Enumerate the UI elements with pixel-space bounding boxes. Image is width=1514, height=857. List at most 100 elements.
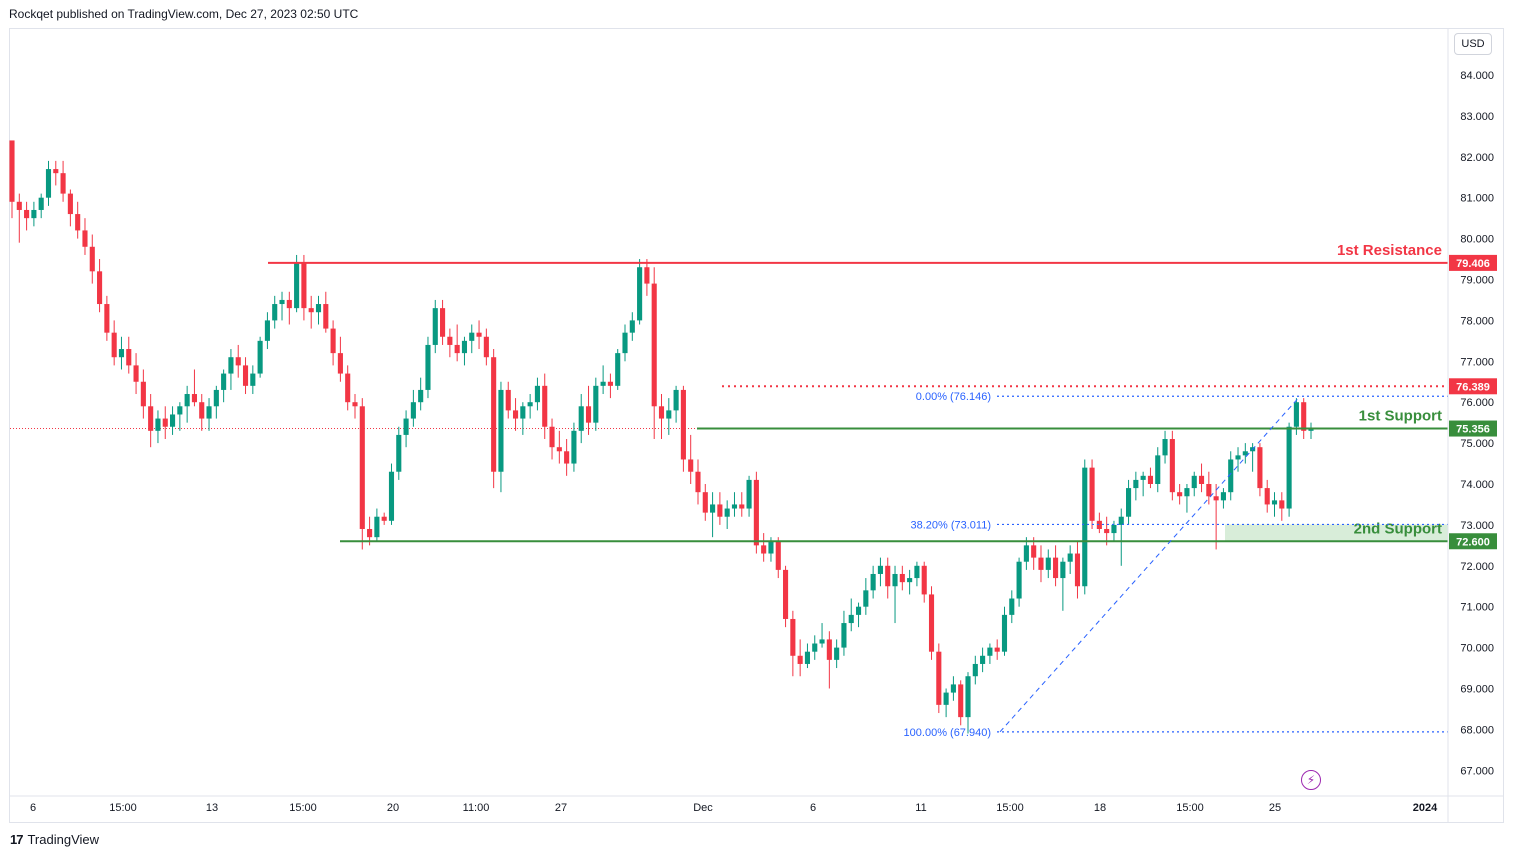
candle-body bbox=[403, 418, 409, 435]
x-tick-label: 27 bbox=[555, 802, 567, 814]
candle-body bbox=[498, 389, 504, 472]
candle-body bbox=[855, 606, 862, 615]
candle-body bbox=[1133, 479, 1139, 489]
candle-body bbox=[1009, 598, 1015, 615]
candle-body bbox=[585, 406, 592, 423]
resistance-line-label: 1st Resistance bbox=[1337, 242, 1442, 259]
candle-body bbox=[1053, 557, 1059, 579]
candle-body bbox=[841, 623, 847, 648]
candle-body bbox=[826, 639, 832, 660]
candle-body bbox=[235, 357, 241, 366]
candle-body bbox=[1198, 475, 1205, 484]
candle-body bbox=[1038, 557, 1044, 570]
candle-body bbox=[1126, 488, 1132, 517]
y-tick-label: 75.000 bbox=[1460, 438, 1494, 450]
candle-body bbox=[461, 340, 468, 354]
x-tick-label: 6 bbox=[810, 802, 816, 814]
y-tick-label: 74.000 bbox=[1460, 479, 1494, 491]
x-tick-label: 11:00 bbox=[463, 802, 490, 814]
x-tick-label: 13 bbox=[206, 802, 218, 814]
candle-body bbox=[206, 406, 212, 419]
x-tick-label: 15:00 bbox=[289, 802, 317, 814]
candle-body bbox=[863, 590, 869, 607]
candle-body bbox=[432, 308, 438, 345]
candle-body bbox=[958, 684, 964, 718]
y-tick-label: 77.000 bbox=[1460, 356, 1494, 368]
currency-badge[interactable]: USD bbox=[1454, 33, 1492, 55]
candle-body bbox=[1147, 475, 1154, 484]
candle-body bbox=[775, 541, 781, 570]
tradingview-logo[interactable]: 17 TradingView bbox=[10, 830, 99, 848]
candle-body bbox=[1031, 545, 1037, 558]
candle-body bbox=[16, 201, 22, 210]
x-tick-label: 15:00 bbox=[109, 802, 137, 814]
y-tick-label: 81.000 bbox=[1460, 193, 1494, 205]
flash-icon[interactable]: ⚡ bbox=[1301, 770, 1321, 790]
candle-body bbox=[578, 406, 584, 431]
candle-body bbox=[1257, 447, 1263, 489]
candle-body bbox=[1279, 500, 1285, 509]
candle-body bbox=[140, 381, 146, 407]
candle-body bbox=[483, 336, 489, 358]
y-tick-label: 80.000 bbox=[1460, 234, 1494, 246]
candle-body bbox=[31, 209, 37, 219]
candle-body bbox=[542, 385, 548, 427]
candle-body bbox=[695, 471, 701, 493]
candle-body bbox=[1045, 557, 1051, 570]
candle-body bbox=[89, 246, 95, 272]
candle-body bbox=[1074, 553, 1081, 587]
x-tick-label: 6 bbox=[30, 802, 36, 814]
candle-body bbox=[469, 332, 475, 341]
candle-body bbox=[45, 169, 52, 198]
candle-body bbox=[834, 647, 840, 660]
candle-body bbox=[1162, 439, 1168, 456]
fib-level-label: 100.00% (67.940) bbox=[904, 727, 991, 739]
candle-body bbox=[950, 684, 956, 693]
candle-body bbox=[819, 639, 825, 644]
candle-body bbox=[257, 340, 263, 374]
price-tag-label: 75.356 bbox=[1456, 424, 1490, 436]
tradingview-logo-text: TradingView bbox=[27, 831, 100, 847]
candle-body bbox=[914, 565, 920, 579]
y-tick-label: 82.000 bbox=[1460, 152, 1494, 164]
candle-body bbox=[1293, 402, 1299, 427]
y-tick-label: 70.000 bbox=[1460, 643, 1494, 655]
candle-body bbox=[1228, 459, 1234, 493]
candle-body bbox=[702, 492, 708, 513]
chart-frame[interactable] bbox=[9, 28, 1504, 823]
candle-body bbox=[520, 406, 526, 419]
candle-body bbox=[600, 381, 606, 386]
candle-body bbox=[24, 209, 30, 219]
candle-body bbox=[133, 365, 139, 382]
support-1-line-label: 1st Support bbox=[1359, 408, 1442, 425]
candle-body bbox=[301, 263, 307, 309]
candle-body bbox=[367, 528, 373, 538]
candle-body bbox=[534, 385, 540, 403]
fib-level-label: 0.00% (76.146) bbox=[916, 391, 991, 403]
candle-body bbox=[987, 647, 993, 656]
candle-body bbox=[396, 434, 402, 472]
candle-body bbox=[447, 336, 453, 345]
fib-trend-line bbox=[999, 395, 1301, 733]
x-tick-label: 18 bbox=[1094, 802, 1106, 814]
candle-body bbox=[75, 214, 81, 231]
candle-body bbox=[97, 271, 103, 305]
candle-body bbox=[388, 471, 395, 521]
candle-body bbox=[877, 565, 883, 574]
candle-body bbox=[848, 614, 854, 624]
candle-body bbox=[184, 394, 190, 407]
candle-body bbox=[1220, 492, 1226, 501]
candle-body bbox=[1242, 451, 1248, 456]
y-tick-label: 84.000 bbox=[1460, 70, 1494, 82]
candle-body bbox=[783, 569, 789, 619]
candle-body bbox=[505, 389, 511, 411]
publisher-header: Rockqet published on TradingView.com, De… bbox=[9, 7, 359, 21]
candle-body bbox=[1001, 614, 1008, 652]
candle-body bbox=[651, 283, 657, 407]
candle-body bbox=[425, 344, 431, 390]
candle-body bbox=[593, 385, 599, 423]
candle-body bbox=[549, 426, 555, 448]
candle-body bbox=[53, 169, 59, 174]
candle-body bbox=[564, 451, 570, 464]
